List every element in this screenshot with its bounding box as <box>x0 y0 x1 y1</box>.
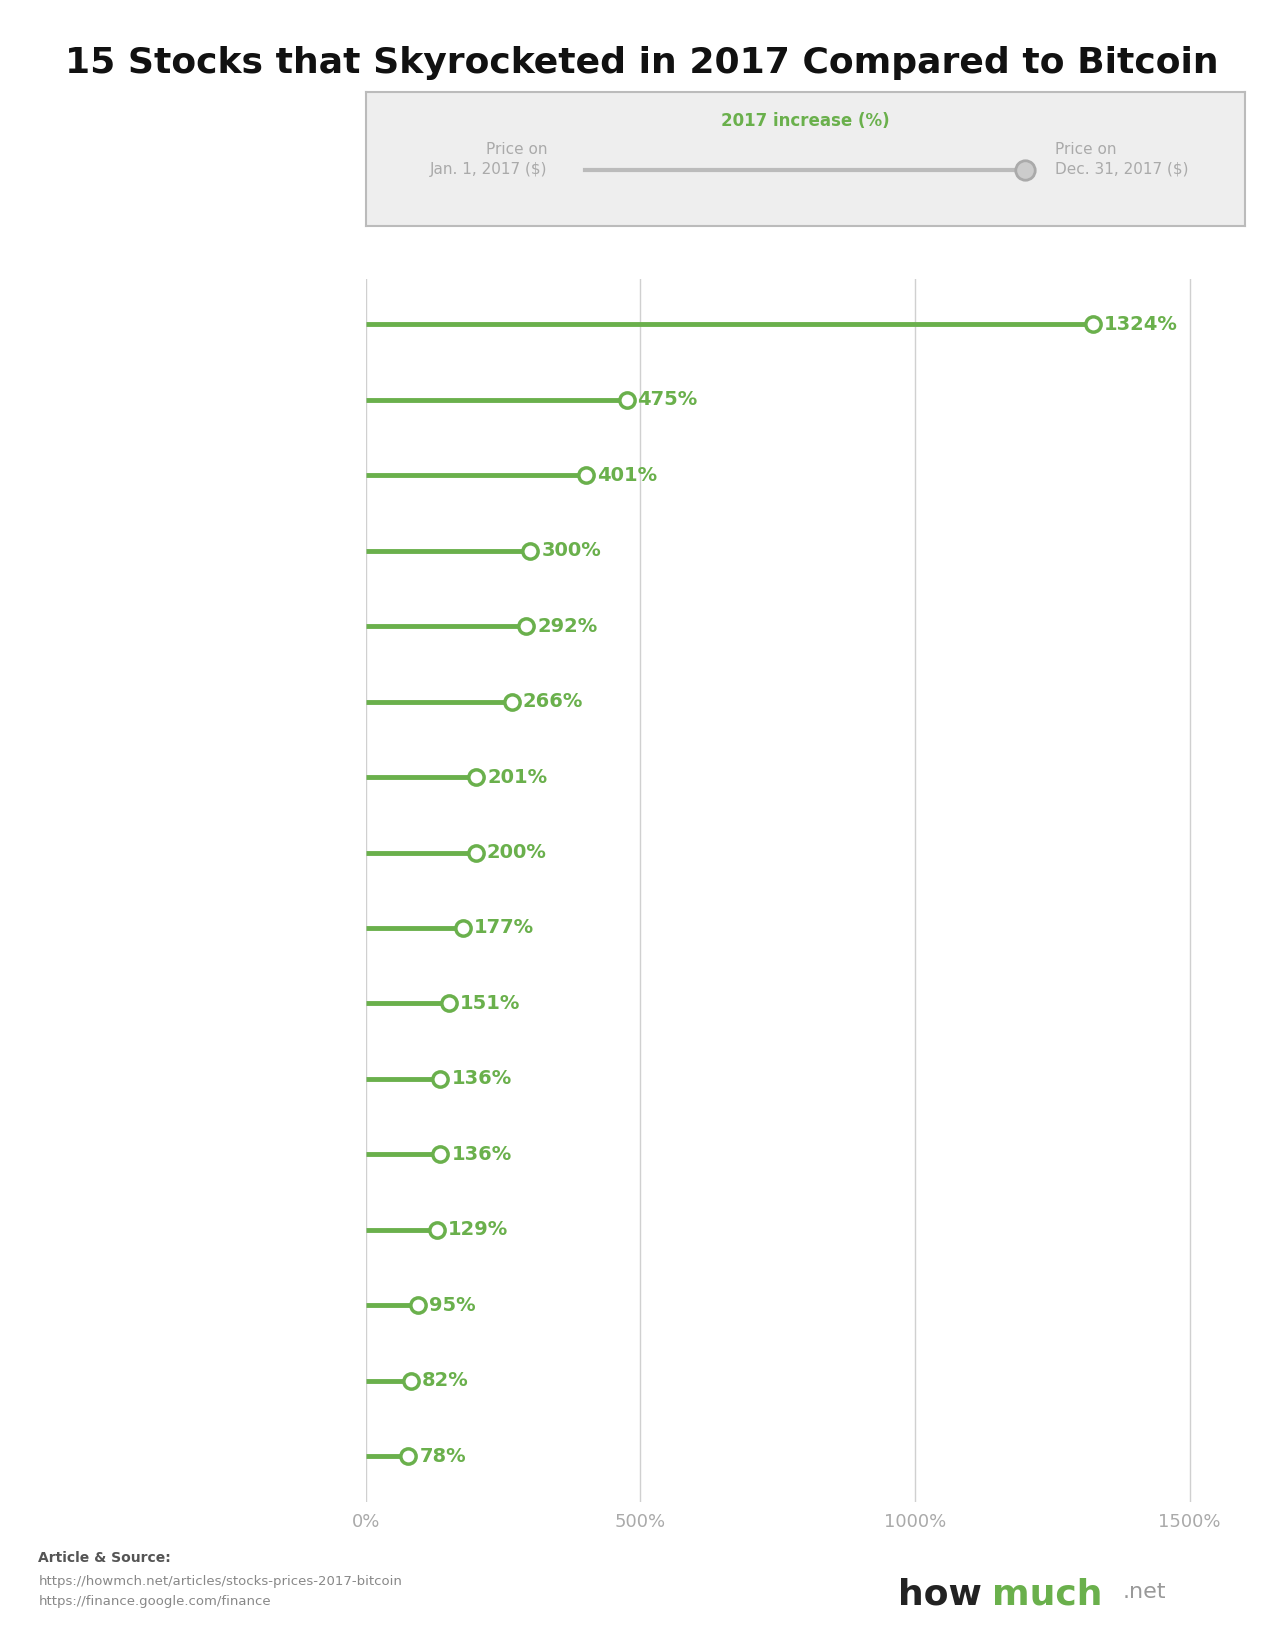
Text: 292%: 292% <box>538 617 598 635</box>
Text: 475%: 475% <box>638 391 698 409</box>
Text: 151%: 151% <box>459 994 520 1012</box>
Text: 78%: 78% <box>420 1447 466 1465</box>
Text: 300%: 300% <box>541 542 602 560</box>
Text: 129%: 129% <box>448 1221 508 1239</box>
Text: 95%: 95% <box>429 1296 476 1314</box>
Text: .net: .net <box>1123 1582 1166 1602</box>
Text: 201%: 201% <box>488 768 547 786</box>
Text: https://howmch.net/articles/stocks-prices-2017-bitcoin
https://finance.google.co: https://howmch.net/articles/stocks-price… <box>38 1575 403 1608</box>
Text: 266%: 266% <box>522 693 584 711</box>
Text: 15 Stocks that Skyrocketed in 2017 Compared to Bitcoin: 15 Stocks that Skyrocketed in 2017 Compa… <box>64 46 1219 80</box>
Text: how: how <box>898 1577 981 1611</box>
Text: Price on
Jan. 1, 2017 ($): Price on Jan. 1, 2017 ($) <box>430 141 548 177</box>
Text: 82%: 82% <box>422 1372 468 1390</box>
Text: 200%: 200% <box>486 843 547 862</box>
Text: much: much <box>992 1577 1102 1611</box>
Text: Price on
Dec. 31, 2017 ($): Price on Dec. 31, 2017 ($) <box>1055 141 1188 177</box>
Text: 136%: 136% <box>452 1070 512 1088</box>
Text: 177%: 177% <box>473 919 534 937</box>
Text: 1324%: 1324% <box>1103 315 1178 333</box>
Text: 2017 increase (%): 2017 increase (%) <box>721 113 889 131</box>
Text: Article & Source:: Article & Source: <box>38 1551 171 1566</box>
Text: 136%: 136% <box>452 1145 512 1163</box>
Text: 401%: 401% <box>597 466 657 484</box>
